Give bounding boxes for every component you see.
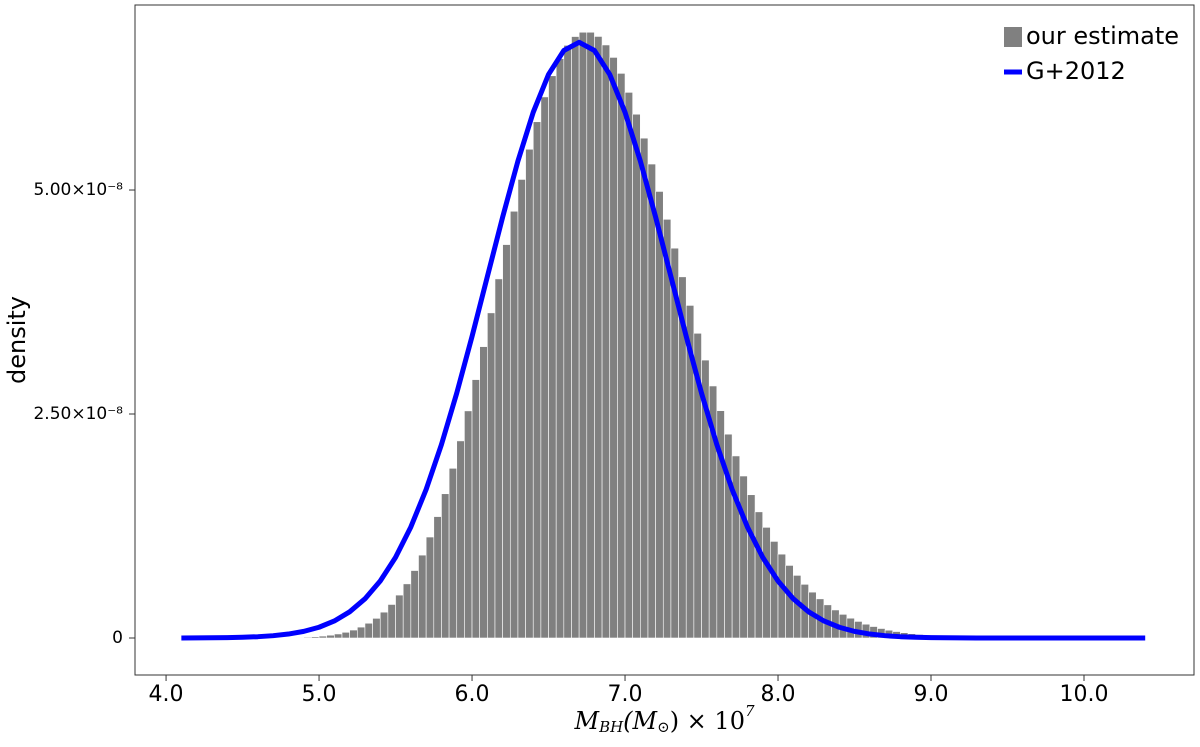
legend-label: our estimate bbox=[1026, 22, 1179, 50]
histogram-bar bbox=[418, 554, 427, 639]
histogram-bar bbox=[555, 58, 565, 639]
histogram-bar bbox=[594, 36, 603, 639]
histogram-bar bbox=[303, 636, 312, 639]
histogram-bar bbox=[349, 629, 358, 639]
x-axis-label-part: M bbox=[573, 707, 600, 735]
histogram-bar bbox=[410, 570, 419, 639]
histogram-bar bbox=[517, 179, 526, 639]
histogram-bar bbox=[647, 163, 656, 639]
line bbox=[181, 39, 1146, 641]
y-tick-label: 0 bbox=[112, 628, 123, 648]
histogram-bar bbox=[364, 622, 373, 639]
x-axis-label-part: ) × 10 bbox=[670, 707, 745, 735]
histogram-bar bbox=[487, 312, 496, 639]
histogram-bar bbox=[334, 633, 343, 639]
histogram-bar bbox=[548, 75, 557, 639]
histogram-bar bbox=[601, 44, 611, 639]
histogram-bar bbox=[532, 121, 542, 639]
histogram-bar bbox=[632, 113, 641, 639]
histogram-bar bbox=[777, 553, 786, 639]
histogram-bar bbox=[433, 516, 442, 639]
x-axis-label-part: (M bbox=[623, 707, 658, 735]
histogram bbox=[288, 31, 962, 639]
histogram-bar bbox=[586, 31, 595, 639]
histogram-bar bbox=[387, 604, 396, 639]
histogram-bar bbox=[464, 410, 473, 639]
histogram-bar bbox=[655, 191, 664, 639]
histogram-bar bbox=[571, 36, 580, 639]
x-axis-label: MBH(M⊙) × 107 bbox=[573, 702, 754, 736]
histogram-bar bbox=[494, 278, 503, 639]
x-tick-label: 5.0 bbox=[302, 682, 337, 707]
x-axis-label-part: 7 bbox=[745, 702, 755, 720]
histogram-bar bbox=[479, 346, 488, 639]
histogram-bar bbox=[502, 244, 511, 639]
x-axis-label-part: BH bbox=[598, 718, 624, 736]
histogram-bar bbox=[578, 31, 588, 639]
histogram-bar bbox=[425, 536, 435, 639]
y-tick-label: 5.00×10⁻⁸ bbox=[33, 180, 123, 200]
x-tick-label: 10.0 bbox=[1060, 682, 1109, 707]
histogram-bar bbox=[563, 45, 572, 639]
histogram-bar bbox=[739, 475, 748, 639]
x-tick-label: 9.0 bbox=[914, 682, 949, 707]
histogram-bar bbox=[770, 541, 779, 639]
x-tick-label: 6.0 bbox=[455, 682, 490, 707]
legend-key bbox=[1004, 27, 1022, 47]
histogram-bar bbox=[617, 73, 626, 639]
histogram-bar bbox=[448, 468, 458, 639]
x-tick-label: 4.0 bbox=[149, 682, 184, 707]
histogram-bar bbox=[471, 379, 480, 639]
histogram-bar bbox=[379, 611, 389, 639]
histogram-bar bbox=[295, 637, 305, 639]
histogram-bar bbox=[356, 626, 366, 639]
histogram-bar bbox=[624, 92, 633, 639]
histogram-bar bbox=[372, 618, 381, 639]
histogram-bar bbox=[456, 440, 465, 639]
histogram-bar bbox=[326, 634, 335, 639]
histogram-bar bbox=[402, 583, 412, 639]
histogram-bar bbox=[762, 527, 771, 639]
histogram-bar bbox=[747, 494, 756, 639]
histogram-bar bbox=[509, 210, 519, 639]
histogram-bar bbox=[311, 636, 320, 639]
histogram-bar bbox=[754, 511, 764, 639]
histogram-bar bbox=[525, 148, 534, 639]
histogram-bar bbox=[395, 594, 404, 639]
histogram-bar bbox=[785, 565, 794, 639]
histogram-bar bbox=[640, 137, 649, 639]
x-tick-label: 8.0 bbox=[761, 682, 796, 707]
legend-label: G+2012 bbox=[1026, 57, 1126, 85]
histogram-bar bbox=[731, 455, 741, 639]
histogram-bar bbox=[341, 631, 350, 639]
histogram-bar bbox=[609, 57, 618, 639]
y-tick-label: 2.50×10⁻⁸ bbox=[33, 404, 123, 424]
histogram-bar bbox=[441, 493, 450, 639]
histogram-bar bbox=[540, 96, 549, 639]
x-axis-label-part: ⊙ bbox=[657, 718, 670, 736]
y-axis-label: density bbox=[3, 296, 31, 384]
plot-frame bbox=[134, 4, 1195, 676]
histogram-bar bbox=[318, 635, 327, 639]
x-tick-label: 7.0 bbox=[608, 682, 643, 707]
